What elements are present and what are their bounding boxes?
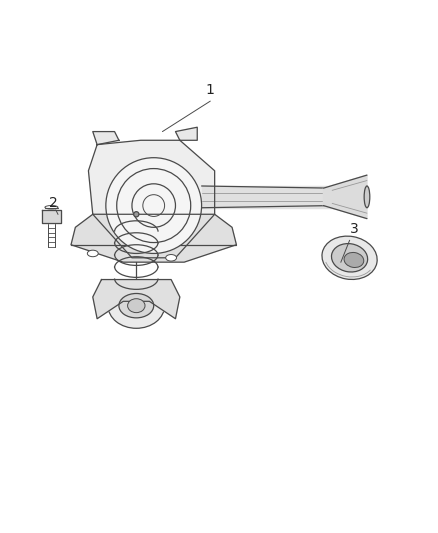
Text: 2: 2 — [49, 196, 58, 210]
Polygon shape — [176, 127, 197, 140]
Ellipse shape — [134, 212, 139, 217]
Polygon shape — [93, 279, 180, 319]
Ellipse shape — [87, 250, 98, 257]
Ellipse shape — [119, 294, 154, 318]
Text: 3: 3 — [350, 222, 358, 236]
Ellipse shape — [364, 186, 370, 208]
Ellipse shape — [108, 283, 165, 328]
Polygon shape — [42, 210, 61, 223]
Ellipse shape — [106, 158, 201, 254]
Polygon shape — [93, 132, 119, 144]
Ellipse shape — [344, 253, 364, 268]
Polygon shape — [88, 140, 215, 258]
Polygon shape — [71, 214, 237, 262]
Ellipse shape — [127, 298, 145, 313]
Ellipse shape — [322, 236, 377, 279]
Polygon shape — [323, 175, 367, 219]
Ellipse shape — [332, 244, 367, 272]
Ellipse shape — [166, 255, 177, 261]
Text: 1: 1 — [206, 83, 215, 97]
